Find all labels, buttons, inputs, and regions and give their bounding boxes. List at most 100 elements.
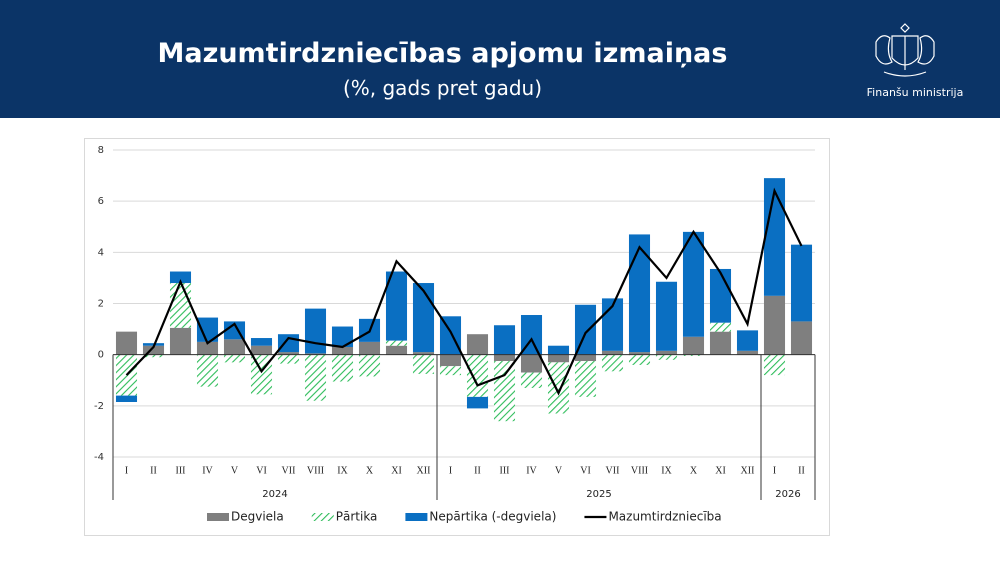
x-tick-label: III (500, 465, 510, 476)
bar (763, 354, 786, 376)
bar (439, 366, 462, 376)
bar (736, 330, 759, 351)
logo (875, 23, 935, 77)
x-tick-label: VIII (631, 465, 648, 476)
bar (682, 354, 705, 356)
x-tick-label: VII (606, 465, 620, 476)
x-tick-label: X (366, 465, 374, 476)
y-tick-label: -4 (94, 452, 104, 463)
bar (250, 345, 273, 355)
bar (115, 331, 138, 355)
line (125, 187, 803, 396)
bar (439, 316, 462, 355)
x-tick-label: XII (741, 465, 755, 476)
bar (655, 350, 678, 355)
bar (574, 361, 597, 397)
bar (574, 354, 597, 362)
bar (601, 350, 624, 355)
bar (223, 354, 246, 363)
bar (331, 354, 354, 382)
bar (439, 354, 462, 367)
bar (304, 308, 327, 354)
bar (790, 244, 813, 322)
bar (412, 352, 435, 355)
bar (466, 334, 489, 355)
bar (142, 354, 165, 358)
bar (196, 354, 219, 387)
bar (250, 338, 273, 346)
bar (115, 395, 138, 402)
bar (628, 354, 651, 365)
bar (493, 361, 516, 422)
bar (493, 354, 516, 362)
bar (763, 295, 786, 355)
x-group-label: 2025 (586, 489, 611, 500)
bar (628, 352, 651, 355)
x-tick-label: II (474, 465, 481, 476)
bar (169, 283, 192, 328)
bar (655, 354, 678, 360)
bar (628, 234, 651, 353)
bar (547, 345, 570, 355)
header: Mazumtirdzniecības apjomu izmaiņas (%, g… (0, 0, 1000, 118)
bar (169, 327, 192, 355)
bar (493, 325, 516, 355)
x-tick-label: VII (282, 465, 296, 476)
bar (466, 354, 489, 397)
bar (277, 354, 300, 364)
bar (385, 345, 408, 355)
bar (412, 354, 435, 374)
bar (682, 336, 705, 355)
organization: Finanšu ministrija (866, 86, 964, 99)
bar (358, 354, 381, 377)
x-tick-label: VIII (307, 465, 324, 476)
x-group-label: 2024 (262, 489, 287, 500)
legend-swatch (207, 513, 229, 521)
bar (466, 396, 489, 409)
y-tick-label: 0 (98, 350, 104, 361)
bar (790, 321, 813, 355)
x-tick-label: IX (337, 465, 348, 476)
x-tick-label: IV (526, 465, 537, 476)
bar (196, 317, 219, 342)
x-tick-label: I (773, 465, 776, 476)
bar (304, 354, 327, 401)
x-tick-label: X (690, 465, 698, 476)
bar (709, 268, 732, 323)
legend-label: Degviela (231, 510, 284, 524)
bar (547, 354, 570, 363)
bar (682, 231, 705, 337)
legend-label: Nepārtika (-degviela) (429, 510, 556, 524)
bar (655, 281, 678, 351)
bar (520, 372, 543, 388)
x-tick-label: V (231, 465, 239, 476)
bar (736, 350, 759, 355)
x-tick-label: VI (256, 465, 267, 476)
x-tick-label: XI (715, 465, 726, 476)
bar (412, 283, 435, 353)
legend-label: Pārtika (336, 510, 378, 524)
x-tick-label: II (798, 465, 805, 476)
bar (196, 341, 219, 355)
bar (277, 334, 300, 353)
legend-swatch (405, 513, 428, 521)
x-tick-label: IV (202, 465, 213, 476)
x-tick-label: III (176, 465, 186, 476)
title: Mazumtirdzniecības apjomu izmaiņas (157, 38, 728, 69)
bar (304, 353, 327, 355)
x-tick-label: XI (391, 465, 402, 476)
y-tick-label: 8 (98, 145, 104, 156)
bar (223, 339, 246, 355)
bar (601, 354, 624, 372)
chart-frame (84, 138, 830, 536)
bar (142, 345, 165, 355)
bar (385, 271, 408, 341)
subtitle: (%, gads pret gadu) (342, 76, 543, 100)
y-tick-label: 2 (98, 299, 104, 310)
x-tick-label: XII (417, 465, 431, 476)
x-tick-label: IX (661, 465, 672, 476)
bar (277, 352, 300, 355)
legend-swatch (311, 513, 334, 521)
